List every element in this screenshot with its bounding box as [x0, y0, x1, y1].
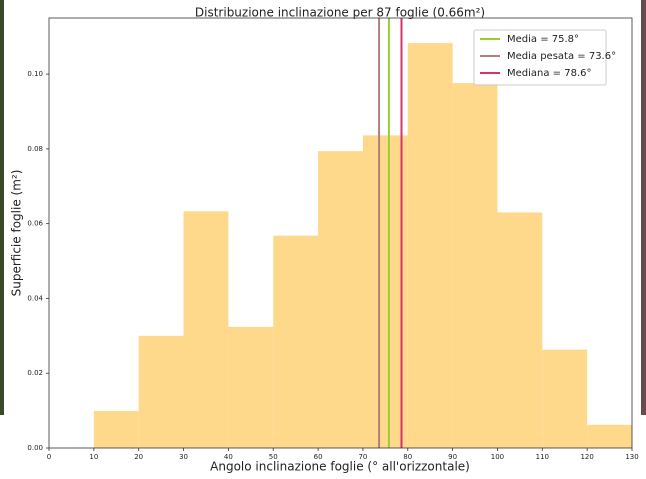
y-tick-label: 0.02 [27, 369, 43, 377]
x-tick-label: 50 [269, 453, 278, 461]
legend-label: Media = 75.8° [507, 34, 579, 45]
x-tick-label: 0 [47, 453, 51, 461]
bar [453, 83, 498, 448]
x-tick-label: 110 [536, 453, 549, 461]
y-tick-label: 0.00 [27, 444, 43, 452]
bar [587, 425, 632, 448]
bar [94, 411, 139, 448]
x-tick-label: 70 [358, 453, 367, 461]
bar [408, 43, 453, 448]
bar [184, 211, 229, 448]
bar [273, 236, 318, 448]
x-tick-label: 120 [580, 453, 593, 461]
bar [542, 350, 587, 448]
y-axis-label: Superficie foglie (m²) [10, 170, 24, 297]
y-tick-label: 0.08 [27, 145, 43, 153]
bar [139, 336, 184, 448]
bar [318, 151, 363, 448]
x-tick-label: 130 [625, 453, 638, 461]
x-tick-label: 20 [134, 453, 143, 461]
bar [228, 327, 273, 448]
photo-edge [641, 0, 646, 415]
x-axis-label: Angolo inclinazione foglie (° all'orizzo… [210, 460, 470, 474]
y-tick-label: 0.10 [27, 70, 43, 78]
x-tick-label: 30 [179, 453, 188, 461]
x-tick-label: 80 [403, 453, 412, 461]
legend-label: Mediana = 78.6° [507, 68, 592, 79]
legend-label: Media pesata = 73.6° [507, 51, 616, 62]
y-tick-label: 0.06 [27, 220, 43, 228]
x-tick-label: 60 [314, 453, 323, 461]
photo-edge [0, 0, 4, 415]
x-tick-label: 40 [224, 453, 233, 461]
x-tick-label: 100 [491, 453, 504, 461]
bar [497, 212, 542, 448]
chart-title: Distribuzione inclinazione per 87 foglie… [195, 6, 485, 20]
chart: Distribuzione inclinazione per 87 foglie… [0, 0, 646, 479]
y-tick-label: 0.04 [27, 294, 43, 302]
x-tick-label: 10 [89, 453, 98, 461]
x-tick-label: 90 [448, 453, 457, 461]
